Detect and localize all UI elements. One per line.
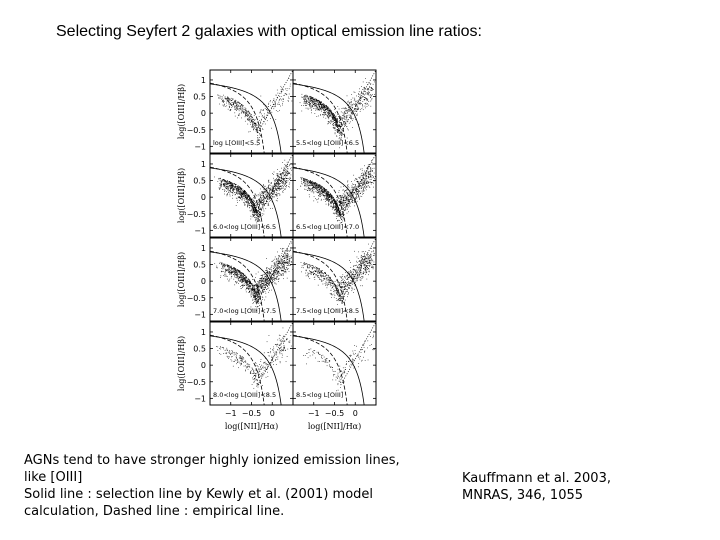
scatter-points (216, 327, 292, 392)
solid-kewley-line (210, 251, 282, 321)
dashed-empirical-line (210, 166, 265, 237)
x-axis-label: log([NII]/Hα) (308, 422, 361, 431)
solid-kewley-line (293, 335, 365, 405)
caption-left-line: like [OIII] (24, 470, 83, 485)
y-tick-label: −0.5 (187, 210, 206, 219)
solid-kewley-line (210, 167, 282, 237)
y-tick-label: −1 (194, 394, 206, 403)
x-tick-label: 0 (353, 409, 358, 418)
x-axis-label: log([NII]/Hα) (225, 422, 278, 431)
y-tick-label: 1 (201, 76, 206, 85)
x-tick-label: −1 (308, 409, 320, 418)
x-tick-label: −1 (225, 409, 237, 418)
y-tick-label: 0.5 (193, 345, 206, 354)
x-tick-label: −0.5 (325, 409, 344, 418)
demarcation-lines (210, 154, 293, 237)
panel-label: 8.5<log L[OIII] (296, 391, 343, 399)
y-tick-label: 0 (201, 277, 206, 286)
y-tick-label: −1 (194, 142, 206, 151)
caption-left-line: Solid line : selection line by Kewly et … (24, 487, 374, 502)
y-tick-label: 0.5 (193, 93, 206, 102)
scatter-points (297, 157, 376, 226)
demarcation-lines (210, 322, 293, 405)
y-tick-label: 0.5 (193, 261, 206, 270)
y-tick-label: 0.5 (193, 177, 206, 186)
scatter-figure: 1 0.5 0 −0.5 −1 log([OIII]/Hβ) log L[OIII]<5.5… (160, 60, 420, 440)
citation-line: MNRAS, 346, 1055 (462, 488, 584, 503)
panel-label: 7.5<log L[OIII]<8.5 (296, 307, 359, 315)
scatter-points (214, 159, 293, 224)
dotted-diagonal-line (340, 70, 376, 134)
dashed-empirical-line (293, 166, 348, 237)
scatter-points (217, 77, 293, 146)
panel-label: 6.5<log L[OIII]<7.0 (296, 223, 359, 231)
y-axis-label: log([OIII]/Hβ) (177, 252, 186, 307)
dashed-empirical-line (293, 82, 348, 153)
caption-left: AGNs tend to have stronger highly ionize… (24, 452, 444, 520)
dashed-empirical-line (293, 250, 348, 321)
solid-kewley-line (210, 335, 282, 405)
demarcation-lines (293, 322, 376, 405)
scatter-panel: 8.5<log L[OIII] −1 −0.5 0 log([NII]/Hα) (292, 321, 377, 431)
dashed-empirical-line (210, 82, 265, 153)
y-tick-label: 0 (201, 109, 206, 118)
scatter-panel: 1 0.5 0 −0.5 −1 log([OIII]/Hβ) 8.0<log L[OIII]… (177, 321, 294, 431)
y-axis-label: log([OIII]/Hβ) (177, 84, 186, 139)
y-tick-label: −0.5 (187, 294, 206, 303)
demarcation-lines (293, 70, 376, 153)
demarcation-lines (210, 238, 293, 321)
panel-label: 6.0<log L[OIII]<6.5 (213, 223, 276, 231)
panel-label: 8.0<log L[OIII]<8.5 (213, 391, 276, 399)
y-axis-label: log([OIII]/Hβ) (177, 336, 186, 391)
dotted-diagonal-line (257, 322, 293, 386)
y-tick-label: −0.5 (187, 126, 206, 135)
dotted-diagonal-line (257, 238, 293, 302)
dotted-diagonal-line (257, 70, 293, 134)
y-tick-label: −1 (194, 226, 206, 235)
dashed-empirical-line (210, 250, 265, 321)
y-tick-label: 0 (201, 193, 206, 202)
slide-title: Selecting Seyfert 2 galaxies with optica… (56, 23, 482, 40)
scatter-panel: 1 0.5 0 −0.5 −1 log([OIII]/Hβ) log L[OIII]<5.5 (177, 69, 294, 154)
citation-line: Kauffmann et al. 2003, (462, 471, 611, 486)
dotted-diagonal-line (257, 154, 293, 218)
chart-svg: 1 0.5 0 −0.5 −1 log([OIII]/Hβ) log L[OIII]<5.5… (177, 69, 377, 431)
scatter-points (303, 334, 375, 393)
demarcation-lines (293, 154, 376, 237)
panel-label: 5.5<log L[OIII]<6.5 (296, 139, 359, 147)
demarcation-lines (210, 70, 293, 153)
caption-left-line: AGNs tend to have stronger highly ionize… (24, 453, 400, 468)
scatter-panel: 5.5<log L[OIII]<6.5 (292, 69, 377, 154)
dashed-empirical-line (210, 334, 265, 405)
y-tick-label: −1 (194, 310, 206, 319)
scatter-panel: 6.5<log L[OIII]<7.0 (292, 153, 377, 238)
panel-label: log L[OIII]<5.5 (213, 139, 260, 147)
y-tick-label: 1 (201, 328, 206, 337)
caption-left-line: calculation, Dashed line : empirical lin… (24, 504, 285, 519)
dotted-diagonal-line (340, 154, 376, 218)
panel-label: 7.0<log L[OIII]<7.5 (213, 307, 276, 315)
y-tick-label: 1 (201, 160, 206, 169)
dashed-empirical-line (293, 334, 348, 405)
y-tick-label: 0 (201, 361, 206, 370)
solid-kewley-line (210, 83, 282, 153)
scatter-points (300, 243, 376, 312)
scatter-panel: 7.5<log L[OIII]<8.5 (292, 237, 377, 322)
x-tick-label: 0 (270, 409, 275, 418)
dotted-diagonal-line (340, 322, 376, 386)
y-axis-label: log([OIII]/Hβ) (177, 168, 186, 223)
scatter-points (299, 78, 376, 149)
dotted-diagonal-line (340, 238, 376, 302)
scatter-panel: 1 0.5 0 −0.5 −1 log([OIII]/Hβ) 6.0<log L[OIII]… (177, 153, 294, 238)
demarcation-lines (293, 238, 376, 321)
caption-right: Kauffmann et al. 2003, MNRAS, 346, 1055 (462, 470, 702, 504)
y-tick-label: −0.5 (187, 378, 206, 387)
scatter-points (214, 242, 293, 311)
scatter-panel: 1 0.5 0 −0.5 −1 log([OIII]/Hβ) 7.0<log L[OIII]… (177, 237, 294, 322)
y-tick-label: 1 (201, 244, 206, 253)
x-tick-label: −0.5 (242, 409, 261, 418)
